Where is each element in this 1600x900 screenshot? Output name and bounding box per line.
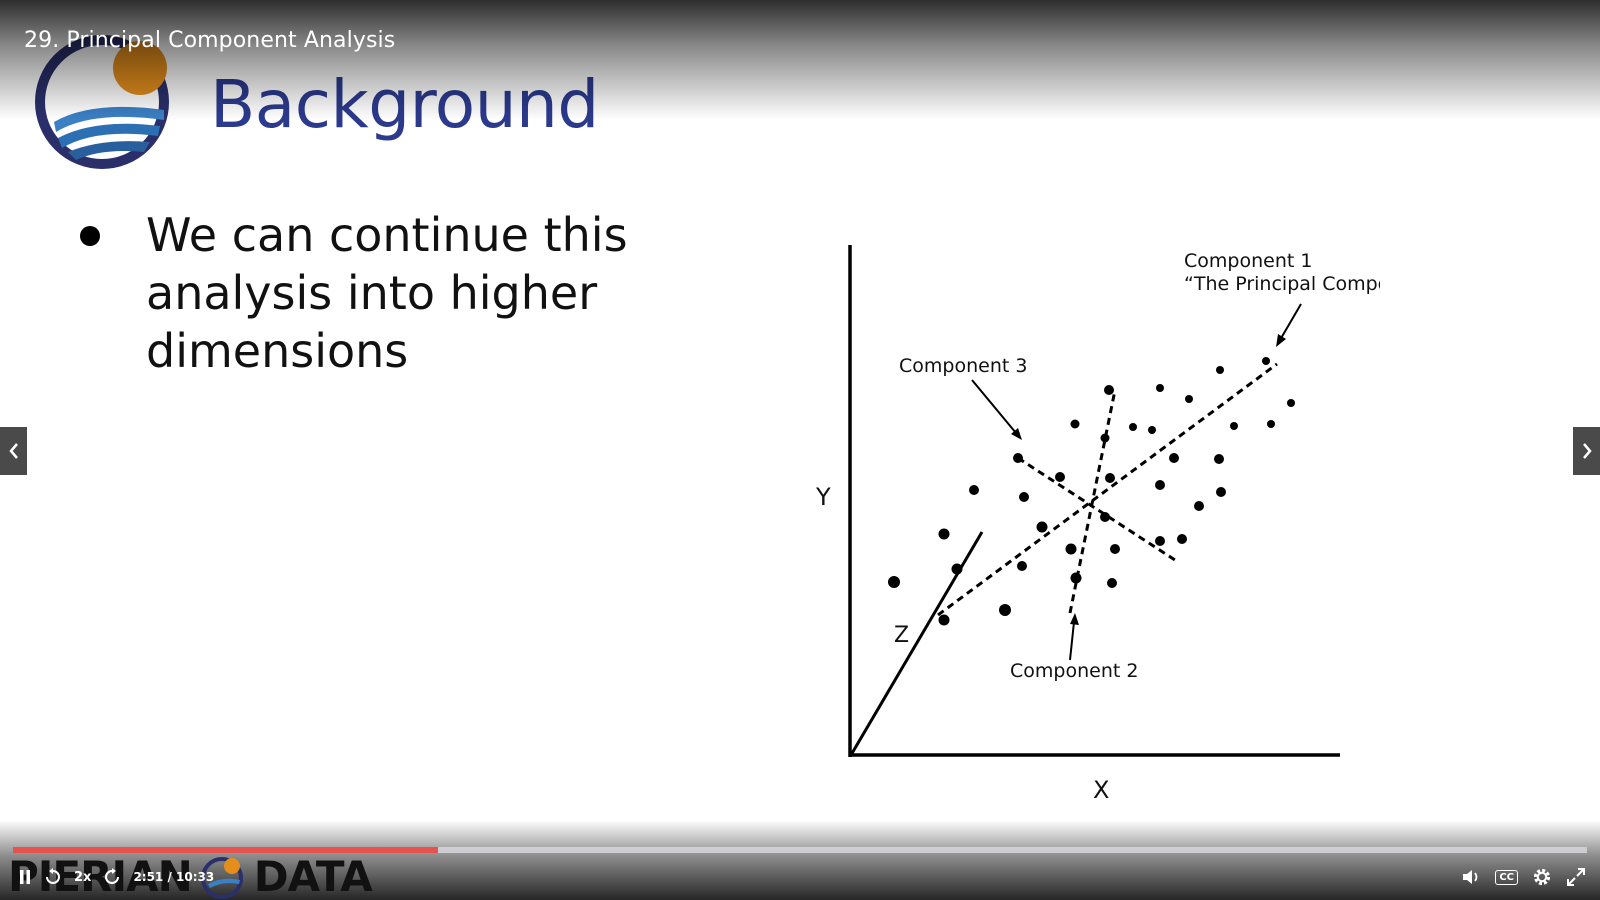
data-point xyxy=(1107,578,1117,588)
component-3-arrow xyxy=(971,379,1017,434)
volume-button[interactable] xyxy=(1461,868,1481,886)
data-point xyxy=(938,528,950,540)
component-1-arrow xyxy=(1279,303,1302,341)
slide: Background We can continue this analysis… xyxy=(35,35,1380,804)
data-point xyxy=(1155,480,1165,490)
volume-icon xyxy=(1463,870,1478,884)
data-point xyxy=(1104,385,1114,395)
data-point xyxy=(1129,423,1137,431)
component-2-label: Component 2 xyxy=(1010,660,1138,682)
data-point xyxy=(1216,487,1226,497)
data-point xyxy=(938,614,950,626)
watermark-text-left: PIERIAN xyxy=(8,851,193,900)
data-point xyxy=(1065,543,1077,555)
data-point xyxy=(1036,521,1048,533)
component-2-arrowhead xyxy=(1070,613,1079,625)
data-point xyxy=(1013,453,1023,463)
pause-icon xyxy=(20,870,30,884)
data-point xyxy=(1194,501,1204,511)
chevron-right-icon xyxy=(1582,443,1592,459)
playback-speed-button[interactable]: 2x xyxy=(74,869,92,885)
bullet-line: We can continue this xyxy=(146,208,628,262)
fullscreen-icon xyxy=(1567,868,1585,886)
bullet-line: dimensions xyxy=(146,324,409,378)
progress-bar[interactable] xyxy=(13,847,1587,853)
captions-button[interactable]: CC xyxy=(1495,869,1518,885)
pca-diagram: Y X Z xyxy=(815,245,1380,804)
data-point xyxy=(1169,453,1179,463)
controls-left: 2x 2:51 / 10:33 xyxy=(18,866,214,888)
data-points xyxy=(888,357,1295,626)
z-axis xyxy=(849,531,984,756)
previous-lecture-button[interactable] xyxy=(0,427,27,475)
bullet-line: analysis into higher xyxy=(146,266,598,320)
settings-button[interactable] xyxy=(1532,867,1552,887)
data-point xyxy=(1070,572,1082,584)
component-1-sublabel: “The Principal Component” xyxy=(1184,273,1380,295)
forward-button[interactable] xyxy=(103,868,121,886)
gear-icon xyxy=(1533,868,1551,886)
y-axis-label: Y xyxy=(815,483,831,511)
data-point xyxy=(1185,395,1193,403)
top-bar: 29. Principal Component Analysis xyxy=(0,0,1600,120)
component-1-arrowhead xyxy=(1276,334,1286,347)
data-point xyxy=(1267,420,1275,428)
z-axis-label: Z xyxy=(894,623,909,648)
bottom-control-bar xyxy=(0,820,1600,900)
data-point xyxy=(1262,357,1270,365)
bullet-item: We can continue this analysis into highe… xyxy=(78,206,718,380)
data-point xyxy=(1287,399,1295,407)
data-point xyxy=(1214,454,1224,464)
data-point xyxy=(1177,534,1187,544)
pierian-data-watermark: PIERIAN DATA xyxy=(8,851,373,900)
data-point xyxy=(888,576,900,588)
component-3-label: Component 3 xyxy=(899,355,1027,377)
component-2-arrow xyxy=(1069,621,1075,661)
component-1-line xyxy=(937,362,1278,617)
x-axis-label: X xyxy=(1093,776,1109,804)
data-point xyxy=(1100,512,1110,522)
progress-fill xyxy=(13,847,438,853)
next-lecture-button[interactable] xyxy=(1573,427,1600,475)
component-3-line xyxy=(1017,456,1176,562)
chevron-left-icon xyxy=(8,443,18,459)
data-point xyxy=(999,604,1011,616)
data-point xyxy=(1055,472,1065,482)
data-point xyxy=(1216,366,1224,374)
controls-right: CC xyxy=(1461,864,1586,890)
data-point xyxy=(1155,536,1165,546)
forward-icon xyxy=(105,868,120,884)
lecture-title: 29. Principal Component Analysis xyxy=(24,28,396,53)
data-point xyxy=(1017,561,1027,571)
fullscreen-button[interactable] xyxy=(1566,867,1586,887)
watermark-text-right: DATA xyxy=(253,851,373,900)
time-current: 2:51 xyxy=(133,870,164,884)
time-display: 2:51 / 10:33 xyxy=(133,870,215,884)
data-point xyxy=(1100,433,1110,443)
data-point xyxy=(1148,426,1156,434)
component-1-label: Component 1 xyxy=(1184,250,1312,272)
bullet-dot xyxy=(80,226,100,246)
data-point xyxy=(1110,544,1120,554)
time-total: 10:33 xyxy=(176,870,215,884)
data-point xyxy=(1156,384,1164,392)
data-point xyxy=(1230,422,1238,430)
data-point xyxy=(1019,492,1029,502)
data-point xyxy=(1105,473,1115,483)
rewind-icon xyxy=(46,868,60,884)
bullet-list: We can continue this analysis into highe… xyxy=(78,206,718,380)
data-point xyxy=(969,485,979,495)
data-point xyxy=(951,563,963,575)
component-3-arrowhead xyxy=(1011,428,1022,440)
rewind-button[interactable] xyxy=(44,868,62,886)
data-point xyxy=(1070,419,1080,429)
pierian-logo-icon xyxy=(200,857,243,899)
play-pause-button[interactable] xyxy=(18,869,32,885)
